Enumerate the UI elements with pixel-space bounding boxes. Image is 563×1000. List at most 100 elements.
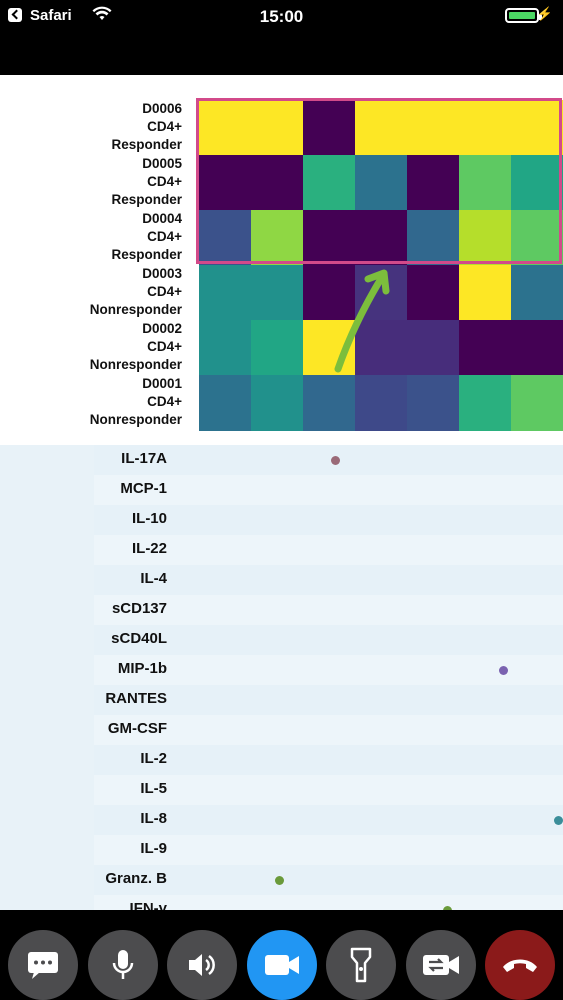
back-app-label[interactable]: Safari: [30, 7, 72, 24]
heatmap-row-label: D0006 CD4+ Responder: [111, 101, 182, 152]
row-band: [94, 625, 563, 655]
cytokine-label: Granz. B: [105, 870, 167, 887]
highlight-box: [196, 98, 562, 264]
cytokine-label: IL-4: [140, 570, 167, 587]
heatmap-cell: [459, 210, 512, 266]
cytokine-row: MCP-1: [0, 475, 563, 505]
cytokine-row: Granz. B: [0, 865, 563, 895]
heatmap-cell: [251, 265, 304, 321]
cytokine-row: IL-22: [0, 535, 563, 565]
video-button[interactable]: [246, 930, 317, 1000]
heatmap-cell: [199, 210, 252, 266]
row-band: [94, 865, 563, 895]
cytokine-row: IL-9: [0, 835, 563, 865]
heatmap-cell: [511, 320, 563, 376]
row-band: [94, 655, 563, 685]
flashlight-button[interactable]: [326, 930, 396, 1000]
phone-hangup-icon: [501, 955, 539, 975]
heatmap-cell: [251, 210, 304, 266]
speaker-button[interactable]: [167, 930, 237, 1000]
cytokine-row: IFN-γ: [0, 895, 563, 910]
data-point: [498, 666, 508, 675]
heatmap-cell: [303, 100, 356, 156]
heatmap-cell: [303, 155, 356, 211]
heatmap-cell: [251, 375, 304, 431]
heatmap-cell: [407, 265, 460, 321]
heatmap-cell: [303, 210, 356, 266]
heatmap-row-labels: D0006 CD4+ Responder D0005 CD4+ Responder D000…: [0, 100, 192, 430]
shared-screen: D0006 CD4+ Responder D0005 CD4+ Responder D000…: [0, 75, 563, 910]
mute-button[interactable]: [87, 930, 158, 1000]
cytokine-row: IL-10: [0, 505, 563, 535]
heatmap-row-label: D0001 CD4+ Nonresponder: [89, 376, 182, 427]
speaker-icon: [186, 950, 218, 980]
heatmap-cell: [199, 320, 252, 376]
cytokine-label: sCD137: [111, 600, 167, 617]
row-band: [94, 565, 563, 595]
heatmap-cell: [355, 320, 408, 376]
heatmap-cell: [355, 375, 408, 431]
heatmap-cell: [251, 320, 304, 376]
heatmap-row-label: D0003 CD4+ Nonresponder: [89, 266, 182, 317]
heatmap-cell: [511, 100, 563, 156]
data-point: [554, 816, 563, 825]
cytokine-row: IL-2: [0, 745, 563, 775]
heatmap-cell: [407, 320, 460, 376]
status-bar: Safari 15:00 ⚡: [0, 0, 563, 34]
heatmap-row-label: D0004 CD4+ Responder: [111, 211, 182, 262]
video-camera-icon: [263, 952, 301, 978]
heatmap-cell: [407, 155, 460, 211]
switch-camera-icon: [421, 952, 461, 978]
row-band: [94, 505, 563, 535]
cytokine-row: GM-CSF: [0, 715, 563, 745]
cytokine-row: IL-4: [0, 565, 563, 595]
cytokine-label: GM-CSF: [107, 720, 167, 737]
row-band: [94, 475, 563, 505]
back-to-app-icon[interactable]: [8, 8, 22, 22]
row-band: [94, 745, 563, 775]
row-band: [94, 835, 563, 865]
message-button[interactable]: [8, 930, 78, 1000]
heatmap-cell: [459, 155, 512, 211]
charging-icon: ⚡: [536, 6, 553, 21]
cytokine-label: IL-10: [131, 510, 167, 527]
row-band: [94, 445, 563, 475]
row-band: [94, 775, 563, 805]
row-band: [94, 535, 563, 565]
cytokine-row: RANTES: [0, 685, 563, 715]
heatmap-cell: [251, 100, 304, 156]
wifi-icon: [92, 6, 112, 20]
data-point: [442, 906, 452, 910]
cytokine-label: IL-5: [140, 780, 167, 797]
cytokine-label: IL-17A: [121, 450, 167, 467]
cytokine-label: IL-22: [131, 540, 167, 557]
cytokine-label: MIP-1b: [117, 660, 167, 677]
battery-icon: [505, 8, 542, 23]
cytokine-row: IL-17A: [0, 445, 563, 475]
heatmap-cell: [459, 100, 512, 156]
annotation-arrow: [334, 269, 390, 373]
heatmap-cell: [511, 265, 563, 321]
heatmap-grid: [199, 100, 563, 431]
microphone-icon: [110, 948, 136, 982]
heatmap-cell: [199, 155, 252, 211]
heatmap-cell: [511, 375, 563, 431]
row-band: [94, 715, 563, 745]
heatmap-cell: [355, 210, 408, 266]
end-call-button[interactable]: [485, 930, 555, 1000]
cytokine-row: IL-5: [0, 775, 563, 805]
cytokine-row: sCD40L: [0, 625, 563, 655]
cytokine-row: MIP-1b: [0, 655, 563, 685]
heatmap-cell: [407, 210, 460, 266]
cytokine-row: sCD137: [0, 595, 563, 625]
cytokine-label: RANTES: [105, 690, 167, 707]
heatmap-cell: [511, 210, 563, 266]
cytokine-row: IL-8: [0, 805, 563, 835]
heatmap-cell: [303, 375, 356, 431]
cytokine-label: IFN-γ: [129, 900, 168, 910]
switch-camera-button[interactable]: [405, 930, 476, 1000]
heatmap-cell: [199, 375, 252, 431]
data-point: [275, 876, 285, 885]
cytokine-label: IL-2: [140, 750, 167, 767]
heatmap-row-label: D0002 CD4+ Nonresponder: [89, 321, 182, 372]
